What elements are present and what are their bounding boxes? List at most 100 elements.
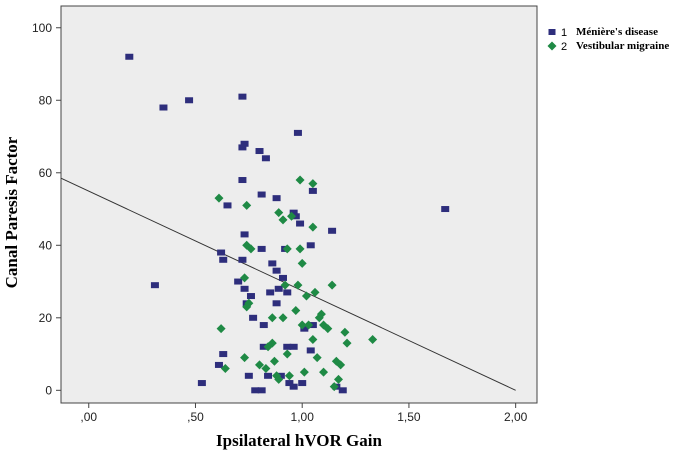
data-point-series-2 bbox=[214, 193, 224, 203]
data-point-series-2 bbox=[310, 287, 320, 297]
x-tick-label: 1,00 bbox=[291, 410, 315, 424]
data-point-series-1 bbox=[244, 372, 253, 379]
data-point-series-2 bbox=[216, 324, 226, 334]
legend: 1 Ménière's disease 2 Vestibular migraine bbox=[547, 26, 669, 53]
data-point-series-2 bbox=[284, 371, 294, 381]
y-tick-label: 100 bbox=[32, 21, 52, 35]
x-axis-title: Ipsilateral hVOR Gain bbox=[216, 431, 382, 450]
legend-marker-2 bbox=[547, 41, 557, 51]
y-tick-label: 60 bbox=[39, 166, 53, 180]
data-point-series-2 bbox=[368, 335, 378, 345]
data-point-series-1 bbox=[219, 351, 228, 358]
data-point-series-1 bbox=[249, 314, 258, 321]
data-point-series-2 bbox=[299, 367, 309, 377]
data-point-series-1 bbox=[268, 260, 277, 267]
data-point-series-1 bbox=[328, 227, 337, 234]
x-tick-label: ,00 bbox=[80, 410, 97, 424]
data-point-series-2 bbox=[329, 382, 339, 392]
data-point-series-2 bbox=[274, 374, 284, 384]
data-point-series-1 bbox=[306, 242, 315, 249]
data-point-series-1 bbox=[240, 285, 249, 292]
data-point-series-2 bbox=[240, 353, 250, 363]
data-point-series-1 bbox=[223, 202, 232, 209]
data-point-series-2 bbox=[244, 298, 254, 308]
data-point-series-2 bbox=[295, 175, 305, 185]
data-point-series-1 bbox=[240, 231, 249, 238]
data-point-series-1 bbox=[251, 387, 260, 394]
data-point-series-1 bbox=[125, 53, 134, 60]
data-point-series-1 bbox=[257, 387, 266, 394]
data-point-series-2 bbox=[342, 338, 352, 348]
data-point-series-1 bbox=[257, 245, 266, 252]
data-point-series-1 bbox=[264, 372, 273, 379]
legend-marker-1 bbox=[548, 29, 556, 35]
data-point-series-2 bbox=[274, 208, 284, 218]
data-point-series-2 bbox=[282, 349, 292, 359]
data-point-series-1 bbox=[238, 177, 247, 184]
data-points-layer bbox=[125, 53, 450, 394]
y-tick-label: 40 bbox=[39, 238, 53, 252]
data-point-series-1 bbox=[272, 195, 281, 202]
data-point-series-1 bbox=[197, 380, 206, 387]
data-point-series-2 bbox=[291, 306, 301, 316]
data-point-series-2 bbox=[246, 244, 256, 254]
data-point-series-1 bbox=[300, 325, 309, 332]
data-point-series-2 bbox=[304, 320, 314, 330]
data-point-series-1 bbox=[308, 187, 317, 194]
data-point-series-2 bbox=[240, 273, 250, 283]
data-point-series-1 bbox=[293, 129, 302, 136]
data-point-series-2 bbox=[293, 280, 303, 290]
x-tick-label: 2,00 bbox=[504, 410, 528, 424]
data-point-series-1 bbox=[298, 380, 307, 387]
data-point-series-1 bbox=[150, 282, 159, 289]
y-tick-label: 20 bbox=[39, 311, 53, 325]
data-point-series-2 bbox=[261, 364, 271, 374]
data-point-series-2 bbox=[314, 313, 324, 323]
data-point-series-1 bbox=[283, 343, 292, 350]
data-point-series-2 bbox=[278, 313, 288, 323]
data-point-series-1 bbox=[283, 289, 292, 296]
data-point-series-2 bbox=[269, 356, 279, 366]
data-point-series-1 bbox=[261, 155, 270, 162]
data-point-series-1 bbox=[285, 380, 294, 387]
data-point-series-2 bbox=[242, 200, 252, 210]
data-point-series-2 bbox=[267, 313, 277, 323]
data-point-series-2 bbox=[336, 360, 346, 370]
data-point-series-1 bbox=[246, 293, 255, 300]
data-point-series-1 bbox=[234, 278, 243, 285]
data-point-series-1 bbox=[274, 285, 283, 292]
data-point-series-1 bbox=[289, 383, 298, 390]
data-point-series-2 bbox=[267, 338, 277, 348]
data-point-series-2 bbox=[282, 244, 292, 254]
data-point-series-1 bbox=[266, 289, 275, 296]
data-point-series-1 bbox=[259, 322, 268, 329]
data-point-series-2 bbox=[340, 327, 350, 337]
x-tick-label: ,50 bbox=[187, 410, 204, 424]
data-point-series-2 bbox=[333, 374, 343, 384]
data-point-series-2 bbox=[312, 353, 322, 363]
plot-area bbox=[60, 5, 538, 404]
data-point-series-2 bbox=[308, 179, 318, 189]
data-point-series-2 bbox=[301, 291, 311, 301]
data-point-series-1 bbox=[238, 93, 247, 100]
data-point-series-2 bbox=[220, 364, 230, 374]
x-tick-label: 1,50 bbox=[397, 410, 421, 424]
data-point-series-1 bbox=[240, 140, 249, 147]
data-point-series-2 bbox=[308, 222, 318, 232]
data-point-series-1 bbox=[217, 249, 226, 256]
data-point-series-2 bbox=[323, 324, 333, 334]
data-point-series-1 bbox=[306, 347, 315, 354]
y-tick-label: 0 bbox=[45, 383, 52, 397]
data-point-series-1 bbox=[238, 256, 247, 263]
data-point-series-2 bbox=[255, 360, 265, 370]
x-axis-ticks: ,00 ,50 1,00 1,50 2,00 bbox=[80, 403, 528, 424]
data-point-series-2 bbox=[297, 258, 307, 268]
data-point-series-1 bbox=[441, 206, 450, 213]
data-point-series-1 bbox=[214, 361, 223, 368]
data-point-series-1 bbox=[255, 148, 264, 155]
data-point-series-1 bbox=[257, 191, 266, 198]
data-point-series-1 bbox=[296, 220, 305, 227]
y-axis-ticks: 0 20 40 60 80 100 bbox=[32, 21, 61, 397]
legend-number: 2 bbox=[561, 41, 567, 53]
